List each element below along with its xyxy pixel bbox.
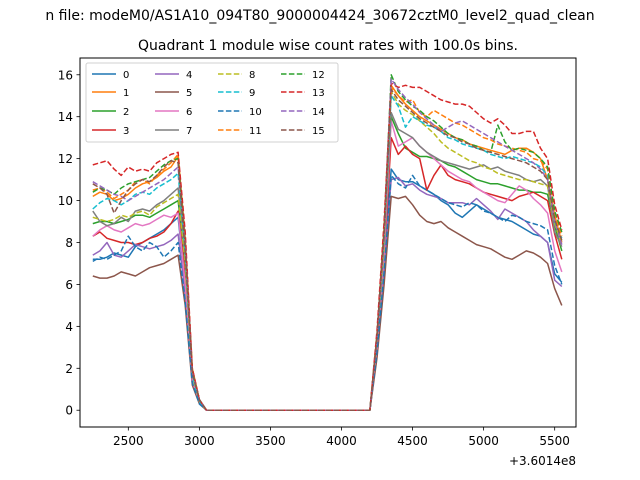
chart-title: Quadrant 1 module wise count rates with … bbox=[138, 38, 518, 54]
y-tick-label: 8 bbox=[65, 236, 73, 250]
legend-label-15: 15 bbox=[312, 126, 325, 137]
legend-label-8: 8 bbox=[249, 70, 255, 81]
y-tick-label: 14 bbox=[58, 110, 73, 124]
series-line-4 bbox=[92, 176, 563, 411]
y-tick-label: 6 bbox=[65, 278, 73, 292]
legend-label-10: 10 bbox=[249, 107, 262, 118]
legend-label-13: 13 bbox=[312, 88, 325, 99]
legend-label-7: 7 bbox=[186, 126, 192, 137]
series-line-2 bbox=[92, 115, 563, 411]
series-line-10 bbox=[92, 174, 563, 411]
legend-label-14: 14 bbox=[312, 107, 325, 118]
legend-label-2: 2 bbox=[123, 107, 129, 118]
legend-label-5: 5 bbox=[186, 88, 192, 99]
legend-frame bbox=[85, 62, 339, 143]
x-tick-label: 2500 bbox=[113, 434, 144, 448]
series-line-6 bbox=[92, 120, 563, 411]
legend-label-0: 0 bbox=[123, 70, 129, 81]
y-tick-label: 16 bbox=[58, 68, 73, 82]
series-line-15 bbox=[92, 88, 563, 411]
legend-label-11: 11 bbox=[249, 126, 262, 137]
legend-label-1: 1 bbox=[123, 88, 129, 99]
y-tick-label: 2 bbox=[65, 362, 73, 376]
series-line-8 bbox=[92, 90, 563, 411]
x-axis: 2500 3000 3500 4000 4500 5000 5500 bbox=[113, 427, 570, 448]
y-tick-label: 10 bbox=[58, 194, 73, 208]
series-line-14 bbox=[92, 78, 563, 411]
series-line-7 bbox=[92, 111, 563, 411]
x-tick-label: 5500 bbox=[539, 434, 570, 448]
x-tick-label: 4500 bbox=[397, 434, 428, 448]
series-line-12 bbox=[92, 74, 563, 411]
figure-suptitle: n file: modeM0/AS1A10_094T80_9000004424_… bbox=[45, 8, 594, 24]
y-axis: 0 2 4 6 8 10 12 14 16 bbox=[58, 68, 80, 418]
legend-label-4: 4 bbox=[186, 70, 192, 81]
legend-label-6: 6 bbox=[186, 107, 192, 118]
y-tick-label: 0 bbox=[65, 404, 73, 418]
x-offset-text: +3.6014e8 bbox=[509, 454, 576, 468]
series-line-9 bbox=[92, 94, 563, 411]
plot-area bbox=[92, 74, 563, 411]
legend-label-3: 3 bbox=[123, 126, 129, 137]
series-line-13 bbox=[92, 82, 563, 411]
series-line-5 bbox=[92, 195, 563, 411]
legend-label-9: 9 bbox=[249, 88, 255, 99]
y-tick-label: 4 bbox=[65, 320, 73, 334]
series-layer bbox=[92, 74, 563, 411]
legend-label-12: 12 bbox=[312, 70, 325, 81]
x-tick-label: 3000 bbox=[184, 434, 215, 448]
x-tick-label: 4000 bbox=[326, 434, 357, 448]
x-tick-label: 3500 bbox=[255, 434, 286, 448]
x-tick-label: 5000 bbox=[468, 434, 499, 448]
y-tick-label: 12 bbox=[58, 152, 73, 166]
